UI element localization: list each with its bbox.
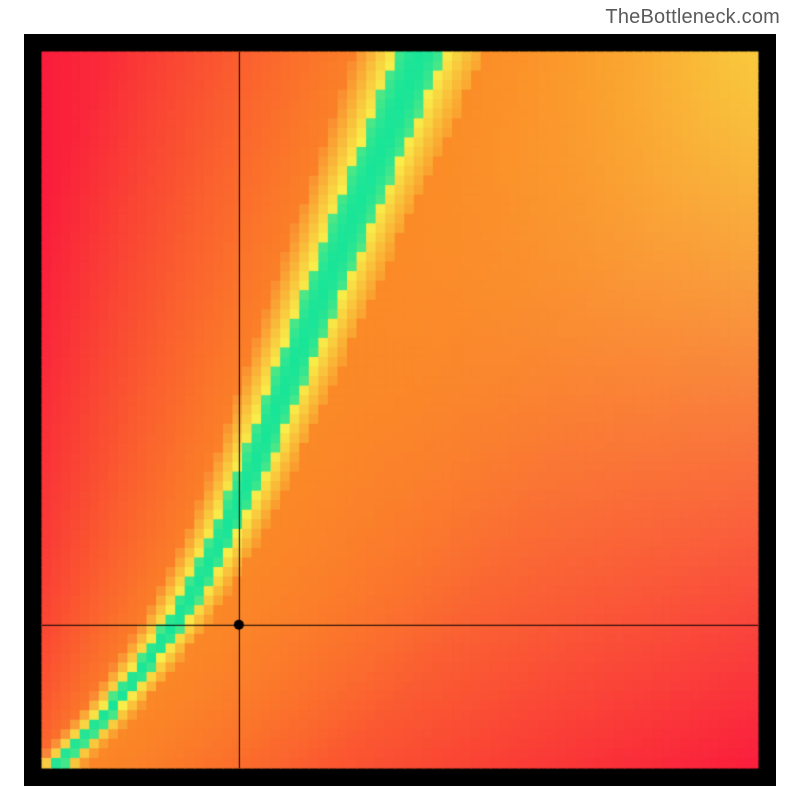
chart-container: TheBottleneck.com [0, 0, 800, 800]
heatmap-plot [24, 34, 776, 786]
heatmap-canvas [24, 34, 776, 786]
attribution-text: TheBottleneck.com [605, 6, 780, 29]
